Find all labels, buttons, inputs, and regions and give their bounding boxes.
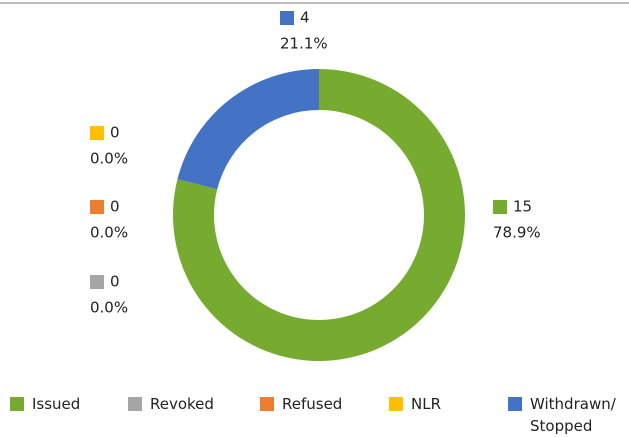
label-swatch: [90, 126, 104, 140]
legend-label: Issued: [32, 395, 81, 413]
legend-label: NLR: [411, 395, 441, 413]
legend-item: Issued: [10, 393, 80, 415]
legend-label: Withdrawn/ Stopped: [530, 395, 616, 435]
legend-item: NLR: [389, 393, 441, 415]
data-label-value: 0: [110, 198, 120, 216]
donut-segment: [177, 69, 319, 190]
data-label-value: 15: [513, 198, 532, 216]
label-swatch: [493, 200, 507, 214]
legend-label: Revoked: [150, 395, 214, 413]
label-swatch: [90, 275, 104, 289]
legend-label: Refused: [282, 395, 343, 413]
legend-item: Refused: [260, 393, 342, 415]
data-label-value: 0: [110, 124, 120, 142]
label-swatch: [90, 200, 104, 214]
data-label-percent: 0.0%: [90, 299, 128, 317]
legend-swatch: [10, 397, 24, 411]
legend-swatch: [389, 397, 403, 411]
data-label-percent: 0.0%: [90, 224, 128, 242]
data-label-percent: 21.1%: [280, 35, 328, 53]
data-label-value: 4: [300, 9, 310, 27]
label-swatch: [280, 11, 294, 25]
legend-swatch: [508, 397, 522, 411]
legend-swatch: [128, 397, 142, 411]
legend-item: Withdrawn/ Stopped: [508, 393, 620, 437]
data-label-value: 0: [110, 273, 120, 291]
legend-item: Revoked: [128, 393, 214, 415]
data-label-percent: 78.9%: [493, 224, 541, 242]
legend-swatch: [260, 397, 274, 411]
data-label-percent: 0.0%: [90, 150, 128, 168]
